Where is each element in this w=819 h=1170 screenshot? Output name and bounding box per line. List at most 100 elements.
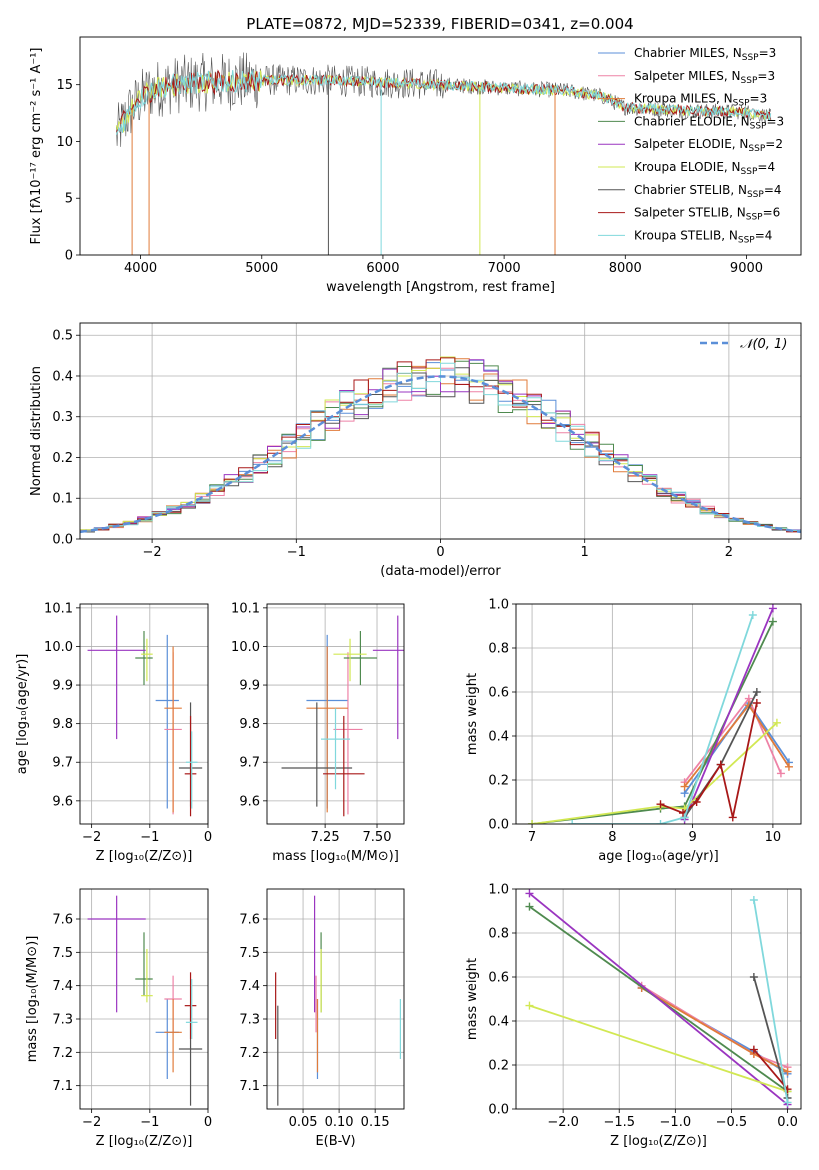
x-tick-label: 7000 xyxy=(488,261,521,276)
weight-marker xyxy=(568,820,577,824)
legend-label: Chabrier ELODIE, NSSP=3 xyxy=(634,114,784,131)
grid xyxy=(267,889,404,1109)
x-tick-label: 7.25 xyxy=(311,830,340,845)
legend-label-main: Chabrier STELIB, N xyxy=(634,183,747,197)
panel-z_age: −2 −1 0 9.6 9.7 9.8 9.9 10.0 10.1 Z [log₁₀(Z/Z⊙)]… xyxy=(15,601,212,864)
legend-label-sub: SSP xyxy=(733,99,750,109)
histogram-series xyxy=(80,357,801,533)
legend-label: Kroupa ELODIE, NSSP=4 xyxy=(634,160,775,177)
legend-label-main: Salpeter STELIB, N xyxy=(634,206,746,220)
weight-marker xyxy=(716,760,725,769)
y-axis-label: age [log₁₀(age/yr)] xyxy=(15,654,30,775)
plot-area xyxy=(80,356,801,534)
x-axis-label: wavelength [Angstrom, rest frame] xyxy=(326,280,555,295)
weight-marker xyxy=(784,762,793,771)
normal-curve xyxy=(80,375,801,534)
x-tick-label: 0 xyxy=(204,830,212,845)
y-tick-label: 0.2 xyxy=(52,451,73,466)
x-tick-label: −0.5 xyxy=(716,1115,748,1130)
x-tick-label: 0.15 xyxy=(361,1115,390,1130)
plot-area xyxy=(525,889,792,1109)
weight-marker xyxy=(525,889,534,898)
y-tick-label: 7.2 xyxy=(52,1046,73,1061)
y-tick-label: 9.7 xyxy=(239,756,260,771)
y-tick-label: 10.1 xyxy=(44,601,73,616)
weight-marker xyxy=(776,769,785,778)
y-tick-label: 9.9 xyxy=(239,679,260,694)
y-tick-label: 9.9 xyxy=(52,679,73,694)
y-tick-label: 0.4 xyxy=(52,369,73,384)
plot-frame xyxy=(515,603,802,825)
legend-label: 𝒩(0, 1) xyxy=(740,337,787,352)
weight-marker xyxy=(772,718,781,727)
weight-marker xyxy=(752,699,761,707)
weight-line xyxy=(528,892,789,1106)
legend-label-main: Chabrier MILES, N xyxy=(634,46,742,60)
y-tick-label: 0.4 xyxy=(488,1015,509,1030)
weight-marker xyxy=(749,896,758,904)
x-axis-label: age [log₁₀(age/yr)] xyxy=(598,849,719,864)
plot-area xyxy=(87,895,203,1106)
legend-label-sub: SSP xyxy=(750,121,767,131)
legend-label-sub: SSP xyxy=(741,167,758,177)
panel-residuals: −2 −1 0 1 2 0.0 0.1 0.2 0.3 0.4 0.5 (data-model)/er… xyxy=(29,322,802,579)
legend-label-sub: SSP xyxy=(742,53,759,63)
weight-line xyxy=(753,976,789,1099)
weight-line xyxy=(531,722,778,824)
y-axis-label: mass weight xyxy=(465,673,480,755)
legend-label-main: Kroupa MILES, N xyxy=(634,92,733,106)
panel-mass_age: 7.25 7.50 9.6 9.7 9.8 9.9 10.0 10.1 mass [log₁₀(… xyxy=(231,601,405,864)
x-tick-label: 0.10 xyxy=(325,1115,354,1130)
y-tick-label: 0.3 xyxy=(52,410,73,425)
y-tick-label: 7.3 xyxy=(239,1013,260,1028)
figure-title: PLATE=0872, MJD=52339, FIBERID=0341, z=0… xyxy=(246,15,633,33)
plot-area xyxy=(87,615,203,817)
y-tick-label: 7.6 xyxy=(52,913,73,928)
x-tick-label: −1.0 xyxy=(660,1115,692,1130)
y-tick-label: 10.0 xyxy=(44,640,73,655)
y-tick-label: 10.0 xyxy=(231,640,260,655)
x-tick-label: 0.0 xyxy=(777,1115,798,1130)
plot-frame xyxy=(79,603,209,825)
x-tick-label: −2 xyxy=(143,545,162,560)
legend-label-main: Kroupa ELODIE, N xyxy=(634,160,741,174)
x-tick-label: 5000 xyxy=(245,261,278,276)
weight-marker xyxy=(680,813,689,822)
weight-line xyxy=(683,608,774,820)
weight-marker xyxy=(525,1001,534,1010)
weight-marker xyxy=(728,813,737,822)
y-tick-label: 0.6 xyxy=(488,686,509,701)
x-tick-label: −1 xyxy=(140,1115,159,1130)
y-tick-label: 0.4 xyxy=(488,730,509,745)
y-tick-label: 9.7 xyxy=(52,756,73,771)
plot-frame xyxy=(266,888,405,1110)
weight-line xyxy=(641,985,788,1069)
spectrum-model xyxy=(115,68,772,135)
y-tick-label: 7.5 xyxy=(52,946,73,961)
x-axis-label: Z [log₁₀(Z/Z⊙)] xyxy=(96,1134,193,1149)
panel-spectrum: 4000 5000 6000 7000 8000 9000 0 5 10 15 wavelength… xyxy=(29,36,802,295)
x-axis-label: Z [log₁₀(Z/Z⊙)] xyxy=(610,1134,707,1149)
weight-marker xyxy=(783,1067,792,1076)
y-tick-label: 7.1 xyxy=(52,1079,73,1094)
y-tick-label: 15 xyxy=(56,78,73,93)
legend-label: Salpeter MILES, NSSP=3 xyxy=(634,69,775,86)
x-axis-label: Z [log₁₀(Z/Z⊙)] xyxy=(96,849,193,864)
x-tick-label: 7 xyxy=(528,830,536,845)
y-tick-label: 9.8 xyxy=(239,717,260,732)
weight-line xyxy=(753,899,789,1103)
x-tick-label: 0.05 xyxy=(289,1115,318,1130)
x-tick-label: 2 xyxy=(725,545,733,560)
y-tick-label: 7.1 xyxy=(239,1079,260,1094)
x-tick-label: −2 xyxy=(82,830,101,845)
y-tick-label: 5 xyxy=(65,192,73,207)
legend-label-tail: =6 xyxy=(763,206,781,220)
legend-label-tail: =4 xyxy=(764,183,782,197)
weight-marker xyxy=(749,1045,758,1054)
y-tick-label: 0 xyxy=(65,249,73,264)
x-tick-label: 10 xyxy=(765,830,782,845)
y-tick-label: 0.8 xyxy=(488,642,509,657)
plot-area xyxy=(528,604,793,824)
x-tick-label: 6000 xyxy=(366,261,399,276)
